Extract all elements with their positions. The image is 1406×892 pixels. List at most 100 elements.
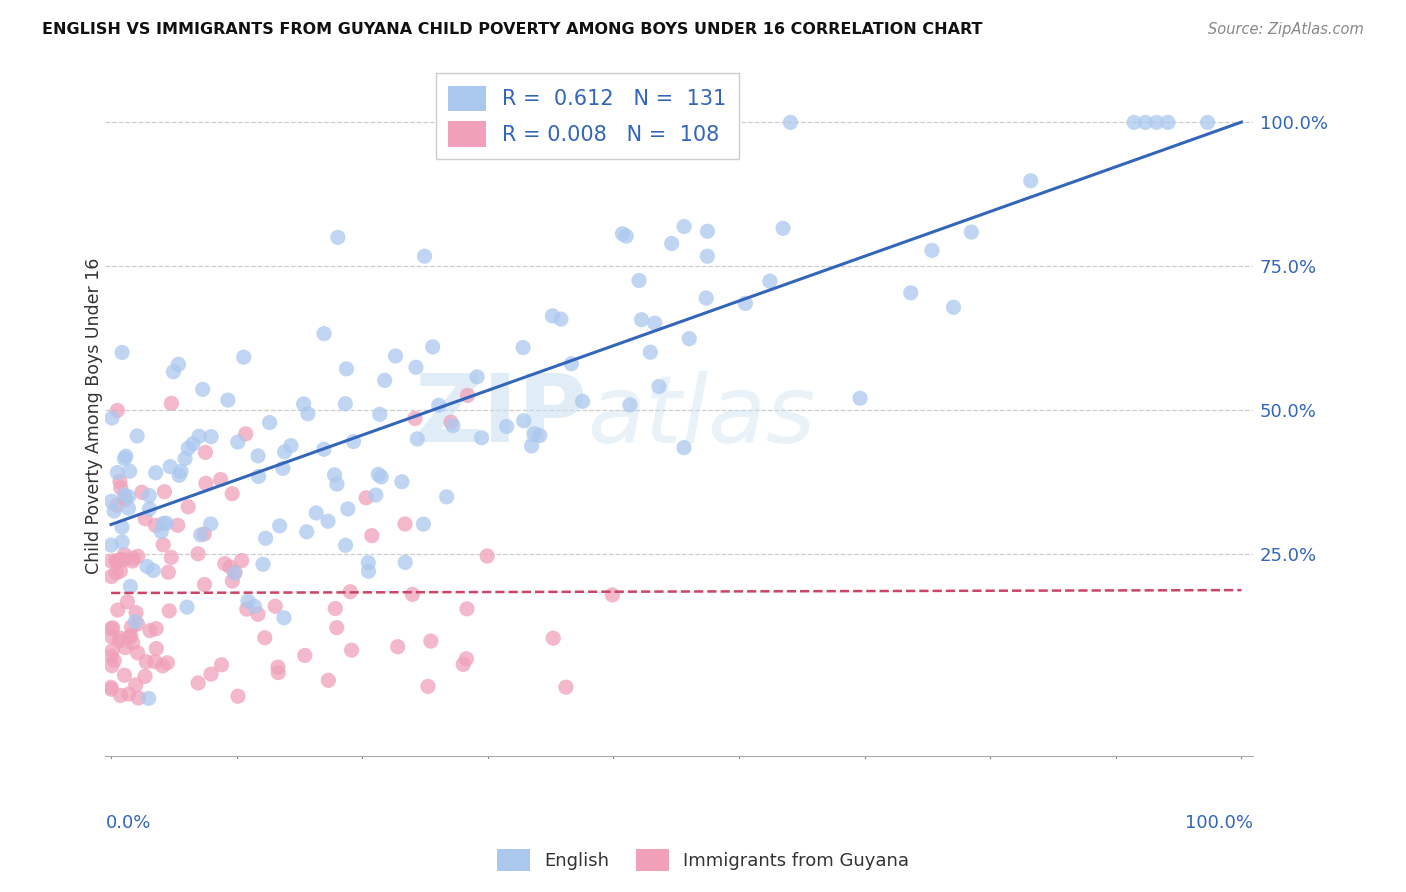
Point xyxy=(1123,115,1146,129)
Point xyxy=(101,621,124,635)
Point xyxy=(166,518,188,533)
Point xyxy=(364,488,387,502)
Point xyxy=(243,599,266,614)
Point xyxy=(100,680,122,694)
Point xyxy=(135,655,157,669)
Point xyxy=(200,430,222,444)
Point xyxy=(145,518,167,533)
Text: 100.0%: 100.0% xyxy=(1185,814,1253,832)
Point xyxy=(121,636,143,650)
Point xyxy=(342,434,364,449)
Point xyxy=(512,341,534,355)
Point xyxy=(112,553,135,567)
Point xyxy=(194,476,217,491)
Point xyxy=(167,468,190,483)
Point xyxy=(235,426,257,441)
Point xyxy=(292,397,315,411)
Point xyxy=(236,594,259,608)
Point xyxy=(416,680,439,694)
Point xyxy=(297,407,319,421)
Point xyxy=(921,244,943,258)
Point xyxy=(114,640,136,655)
Point xyxy=(111,520,134,534)
Point xyxy=(187,676,209,690)
Point xyxy=(105,555,128,569)
Point xyxy=(401,587,423,601)
Point xyxy=(427,398,450,412)
Point xyxy=(273,611,295,625)
Point xyxy=(100,569,122,583)
Text: 0.0%: 0.0% xyxy=(105,814,150,832)
Point xyxy=(247,469,270,483)
Point xyxy=(394,555,416,569)
Text: ENGLISH VS IMMIGRANTS FROM GUYANA CHILD POVERTY AMONG BOYS UNDER 16 CORRELATION : ENGLISH VS IMMIGRANTS FROM GUYANA CHILD … xyxy=(42,22,983,37)
Point xyxy=(571,394,593,409)
Point xyxy=(181,437,204,451)
Point xyxy=(156,656,179,670)
Point xyxy=(177,500,200,514)
Point xyxy=(120,579,142,593)
Point xyxy=(555,680,578,694)
Point xyxy=(127,646,149,660)
Point xyxy=(103,504,125,518)
Point xyxy=(335,362,357,376)
Point xyxy=(412,517,434,532)
Point xyxy=(456,388,478,402)
Point xyxy=(160,550,183,565)
Point xyxy=(100,649,122,664)
Point xyxy=(152,516,174,531)
Point xyxy=(120,620,142,634)
Point xyxy=(224,566,246,580)
Point xyxy=(1135,115,1157,129)
Point xyxy=(541,631,564,645)
Point xyxy=(246,607,269,622)
Point xyxy=(391,475,413,489)
Point xyxy=(259,416,281,430)
Point xyxy=(470,431,492,445)
Point xyxy=(105,499,128,513)
Point xyxy=(200,667,222,681)
Point xyxy=(295,524,318,539)
Point xyxy=(193,577,215,591)
Point xyxy=(394,516,416,531)
Point xyxy=(612,227,634,241)
Point xyxy=(368,408,391,422)
Point xyxy=(121,554,143,568)
Point xyxy=(640,345,662,359)
Point xyxy=(114,449,136,463)
Point xyxy=(734,296,756,310)
Point xyxy=(155,516,177,531)
Point xyxy=(384,349,406,363)
Legend: R =  0.612   N =  131, R = 0.008   N =  108: R = 0.612 N = 131, R = 0.008 N = 108 xyxy=(436,73,740,160)
Point xyxy=(759,274,782,288)
Point xyxy=(360,529,382,543)
Point xyxy=(131,485,153,500)
Point xyxy=(960,225,983,239)
Point xyxy=(404,411,426,425)
Point xyxy=(176,600,198,615)
Point xyxy=(252,558,274,572)
Point xyxy=(436,490,458,504)
Point xyxy=(138,502,160,516)
Point xyxy=(174,451,197,466)
Point xyxy=(125,678,148,692)
Point xyxy=(111,534,134,549)
Point xyxy=(191,383,214,397)
Point xyxy=(357,564,380,578)
Point xyxy=(127,691,149,706)
Point xyxy=(900,285,922,300)
Point xyxy=(305,506,328,520)
Point xyxy=(221,574,243,588)
Point xyxy=(678,332,700,346)
Point xyxy=(354,491,377,505)
Point xyxy=(100,622,122,636)
Point xyxy=(630,312,652,326)
Point xyxy=(117,501,139,516)
Point xyxy=(849,391,872,405)
Point xyxy=(294,648,316,663)
Point xyxy=(118,630,141,644)
Legend: English, Immigrants from Guyana: English, Immigrants from Guyana xyxy=(489,842,917,879)
Point xyxy=(188,429,211,443)
Point xyxy=(440,415,463,429)
Point xyxy=(110,481,132,495)
